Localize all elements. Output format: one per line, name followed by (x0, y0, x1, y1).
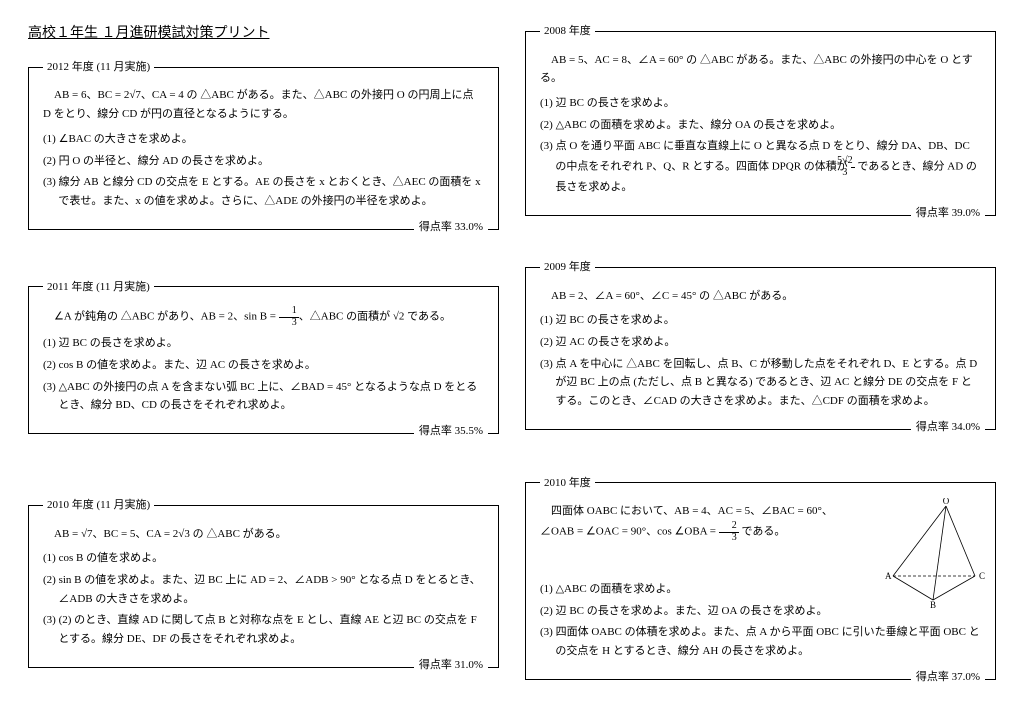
problem-q: (1) 辺 BC の長さを求めよ。 (540, 311, 981, 330)
problem-q: (3) 四面体 OABC の体積を求めよ。また、点 A から平面 OBC に引い… (540, 623, 981, 660)
score-label: 得点率 35.5% (414, 422, 488, 441)
problem-box-2011: 2011 年度 (11 月実施) ∠A が鈍角の △ABC があり、AB = 2… (28, 278, 499, 434)
problem-box-2010-right: 2010 年度 四面体 OABC において、AB = 4、AC = 5、∠BAC… (525, 474, 996, 680)
problem-q: (3) △ABC の外接円の点 A を含まない弧 BC 上に、∠BAD = 45… (43, 378, 484, 415)
problem-q: (1) 辺 BC の長さを求めよ。 (540, 94, 981, 113)
problem-q: (2) 円 O の半径と、線分 AD の長さを求めよ。 (43, 152, 484, 171)
problem-q: (2) △ABC の面積を求めよ。また、線分 OA の長さを求めよ。 (540, 116, 981, 135)
problem-q: (2) 辺 AC の長さを求めよ。 (540, 333, 981, 352)
problem-q: (2) sin B の値を求めよ。また、辺 BC 上に AD = 2、∠ADB … (43, 571, 484, 608)
diagram-label-b: B (930, 600, 936, 608)
problem-legend: 2012 年度 (11 月実施) (43, 58, 154, 77)
problem-box-2008: 2008 年度 AB = 5、AC = 8、∠A = 60° の △ABC があ… (525, 22, 996, 216)
page-title: 高校１年生 １月進研模試対策プリント (28, 22, 499, 46)
right-column: 2008 年度 AB = 5、AC = 8、∠A = 60° の △ABC があ… (525, 22, 996, 701)
problem-legend: 2010 年度 (540, 474, 595, 493)
problem-legend: 2009 年度 (540, 258, 595, 277)
diagram-label-c: C (979, 571, 985, 581)
problem-q: (2) cos B の値を求めよ。また、辺 AC の長さを求めよ。 (43, 356, 484, 375)
problem-legend: 2011 年度 (11 月実施) (43, 278, 154, 297)
score-label: 得点率 34.0% (911, 418, 985, 437)
diagram-label-a: A (885, 571, 892, 581)
problem-q: (3) 点 O を通り平面 ABC に垂直な直線上に O と異なる点 D をとり… (540, 137, 981, 196)
problem-intro: AB = 5、AC = 8、∠A = 60° の △ABC がある。また、△AB… (540, 51, 981, 88)
problem-box-2012: 2012 年度 (11 月実施) AB = 6、BC = 2√7、CA = 4 … (28, 58, 499, 230)
problem-q: (1) 辺 BC の長さを求めよ。 (43, 334, 484, 353)
score-label: 得点率 33.0% (414, 218, 488, 237)
score-label: 得点率 31.0% (414, 656, 488, 675)
problem-intro: ∠A が鈍角の △ABC があり、AB = 2、sin B = 13、△ABC … (43, 306, 484, 328)
problem-q: (3) 線分 AB と線分 CD の交点を E とする。AE の長さを x とお… (43, 173, 484, 210)
tetrahedron-diagram: O A C B (871, 498, 991, 608)
problem-intro: AB = 2、∠A = 60°、∠C = 45° の △ABC がある。 (540, 287, 981, 306)
problem-box-2010-left: 2010 年度 (11 月実施) AB = √7、BC = 5、CA = 2√3… (28, 496, 499, 668)
diagram-label-o: O (943, 498, 950, 506)
score-label: 得点率 39.0% (911, 204, 985, 223)
problem-q: (3) 点 A を中心に △ABC を回転し、点 B、C が移動した点をそれぞれ… (540, 355, 981, 411)
problem-q: (1) cos B の値を求めよ。 (43, 549, 484, 568)
left-column: 高校１年生 １月進研模試対策プリント 2012 年度 (11 月実施) AB =… (28, 22, 499, 701)
problem-legend: 2010 年度 (11 月実施) (43, 496, 154, 515)
problem-legend: 2008 年度 (540, 22, 595, 41)
score-label: 得点率 37.0% (911, 668, 985, 687)
problem-intro: AB = √7、BC = 5、CA = 2√3 の △ABC がある。 (43, 525, 484, 544)
problem-box-2009: 2009 年度 AB = 2、∠A = 60°、∠C = 45° の △ABC … (525, 258, 996, 430)
problem-q: (3) (2) のとき、直線 AD に関して点 B と対称な点を E とし、直線… (43, 611, 484, 648)
problem-q: (1) ∠BAC の大きさを求めよ。 (43, 130, 484, 149)
problem-intro: AB = 6、BC = 2√7、CA = 4 の △ABC がある。また、△AB… (43, 86, 484, 123)
